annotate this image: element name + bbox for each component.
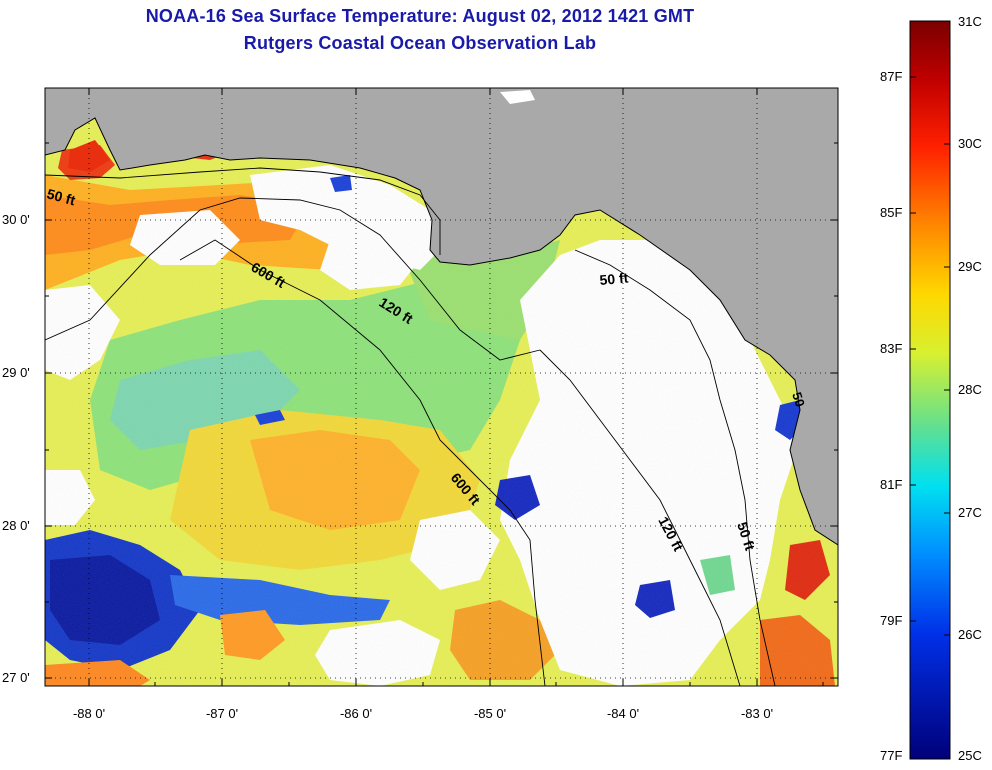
map-title-line2: Rutgers Coastal Ocean Observation Lab [243,33,597,53]
colorbar-label-85f: 85F [880,205,903,220]
isobath-label-50-coast: 50 [789,390,808,408]
lat-label-27: 27 0' [2,670,30,685]
lon-label-86: -86 0' [339,706,373,721]
lat-label-29: 29 0' [2,365,30,380]
lon-label-84: -84 0' [606,706,640,721]
land-bay-red [68,140,110,172]
map-area: 50 ft 600 ft 120 ft 50 ft 600 ft 120 ft … [45,88,838,686]
lon-label-88: -88 0' [72,706,106,721]
colorbar-label-30c: 30C [958,136,982,151]
lon-label-83: -83 0' [740,706,774,721]
map-frame [44,87,839,687]
lat-label-28: 28 0' [2,518,30,533]
coastline [45,117,838,546]
colorbar-label-79f: 79F [880,613,903,628]
isobath-120ft-east [539,349,741,686]
lon-label-85: -85 0' [473,706,507,721]
isobath-120ft-north [45,197,541,361]
lat-label-30: 30 0' [2,212,30,227]
isobath-label-50ft-west: 50 ft [45,185,77,208]
colorbar-label-81f: 81F [880,477,903,492]
isobath-600ft [179,239,546,686]
colorbar-label-29c: 29C [958,259,982,274]
isobath-label-50ft-east: 50 ft [599,270,629,288]
colorbar-label-28c: 28C [958,382,982,397]
isobath-50ft-east [574,249,776,686]
colorbar-label-27c: 27C [958,505,982,520]
colorbar-label-83f: 83F [880,341,903,356]
graticule [45,88,838,686]
axis-ticks [45,88,838,686]
colorbar-label-77f: 77F [880,748,903,763]
colorbar-label-87f: 87F [880,69,903,84]
colorbar-label-25c: 25C [958,748,982,763]
lon-label-87: -87 0' [205,706,239,721]
isobath-50ft-north [45,167,441,255]
colorbar [909,20,951,760]
colorbar-label-26c: 26C [958,627,982,642]
land-white-lake [500,90,535,104]
map-title-line1: NOAA-16 Sea Surface Temperature: August … [145,6,695,26]
land-mass [45,88,838,545]
colorbar-label-31c: 31C [958,14,982,29]
colorbar-ticks [910,76,950,636]
